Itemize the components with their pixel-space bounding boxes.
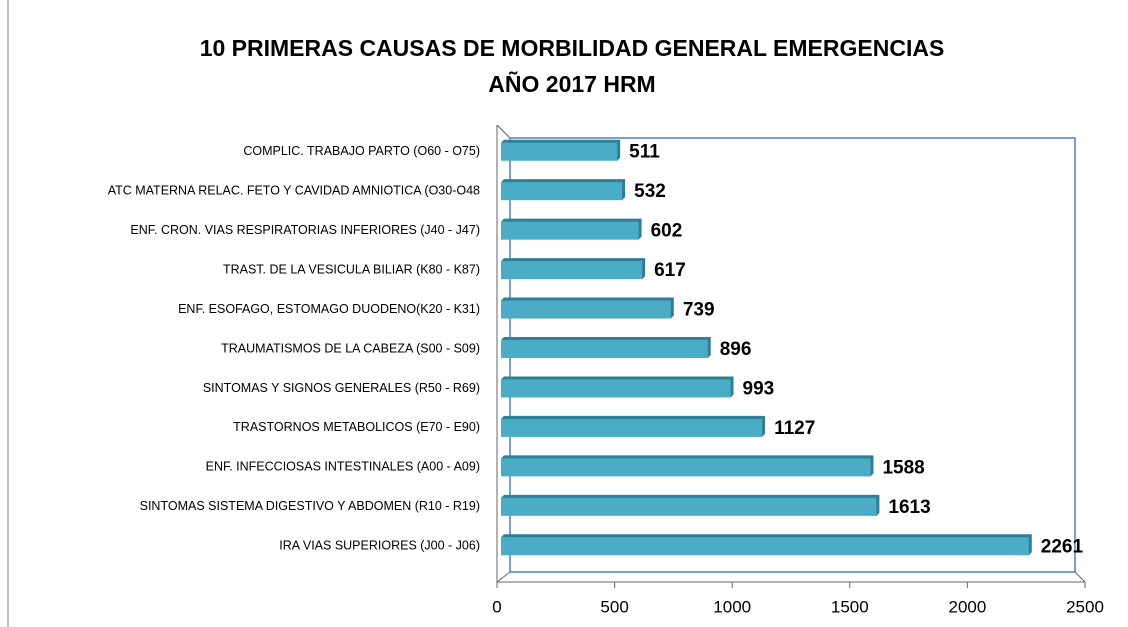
y-tick-label: TRASTORNOS METABOLICOS (E70 - E90) <box>233 420 480 434</box>
bar <box>501 340 708 358</box>
bar <box>501 221 639 240</box>
bar <box>501 300 671 319</box>
wall-edge <box>496 124 511 139</box>
y-tick-label: COMPLIC. TRABAJO PARTO (O60 - O75) <box>243 144 480 158</box>
y-tick-label: SINTOMAS Y SIGNOS GENERALES (R50 - R69) <box>203 381 480 395</box>
value-label: 896 <box>720 339 752 360</box>
y-tick-label: ATC MATERNA RELAC. FETO Y CAVIDAD AMNIOT… <box>108 183 480 197</box>
bar <box>501 418 763 437</box>
y-tick-label: IRA VIAS SUPERIORES (J00 - J06) <box>279 539 480 553</box>
chart-title: AÑO 2017 HRM <box>488 70 655 97</box>
value-label: 602 <box>651 221 683 242</box>
floor-edge <box>1074 571 1086 583</box>
bar <box>501 261 643 280</box>
bar <box>501 497 877 516</box>
floor-edge <box>496 571 511 583</box>
y-tick-label: TRAST. DE LA VESICULA BILIAR (K80 - K87) <box>223 262 480 276</box>
value-label: 1127 <box>774 418 815 439</box>
bar <box>501 379 731 398</box>
x-tick-label: 500 <box>600 597 628 616</box>
value-label: 1613 <box>888 497 930 518</box>
y-tick-label: ENF. CRON. VIAS RESPIRATORIAS INFERIORES… <box>130 223 480 237</box>
bar <box>501 458 871 477</box>
y-tick-label: SINTOMAS SISTEMA DIGESTIVO Y ABDOMEN (R1… <box>140 499 480 513</box>
y-tick-label: ENF. INFECCIOSAS INTESTINALES (A00 - A09… <box>206 460 480 474</box>
value-label: 2261 <box>1041 536 1084 557</box>
value-label: 511 <box>629 142 660 163</box>
x-tick-label: 1000 <box>713 597 751 616</box>
y-tick-label: TRAUMATISMOS DE LA CABEZA (S00 - S09) <box>221 341 480 355</box>
y-tick-label: ENF. ESOFAGO, ESTOMAGO DUODENO(K20 - K31… <box>178 302 480 316</box>
value-label: 993 <box>743 378 775 399</box>
chart-title: 10 PRIMERAS CAUSAS DE MORBILIDAD GENERAL… <box>200 35 945 61</box>
value-label: 739 <box>683 300 715 321</box>
x-tick-label: 1500 <box>831 597 869 616</box>
bar <box>501 142 618 161</box>
bar <box>501 182 623 201</box>
value-label: 617 <box>654 260 686 281</box>
x-tick-label: 0 <box>492 597 501 616</box>
bar <box>501 537 1029 556</box>
value-label: 532 <box>634 181 666 202</box>
x-tick-label: 2500 <box>1066 597 1104 616</box>
value-label: 1588 <box>882 457 924 478</box>
x-tick-label: 2000 <box>948 597 986 616</box>
